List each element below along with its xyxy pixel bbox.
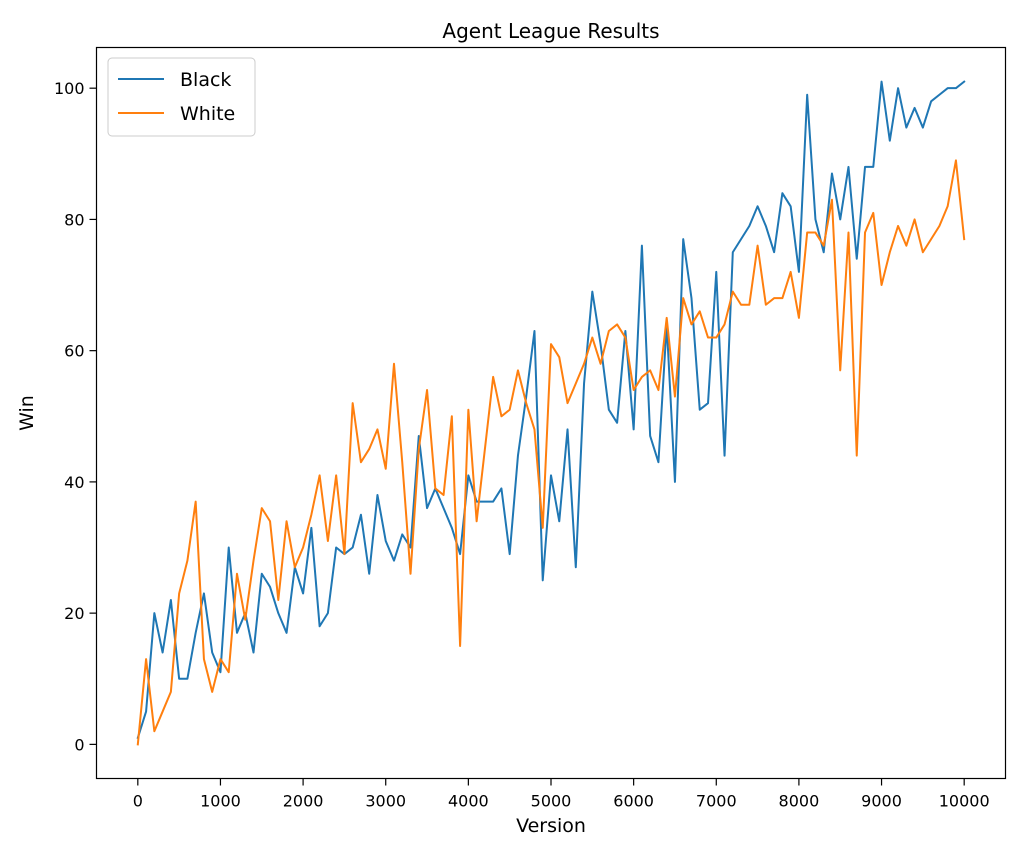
y-tick-label: 0 [74, 735, 84, 754]
x-axis-label: Version [516, 815, 586, 837]
y-tick-label: 100 [54, 79, 85, 98]
chart-title: Agent League Results [442, 19, 659, 43]
x-tick-label: 7000 [696, 792, 737, 811]
x-tick-label: 6000 [613, 792, 654, 811]
x-tick-label: 9000 [861, 792, 902, 811]
y-axis-label: Win [16, 395, 38, 431]
y-tick-label: 40 [64, 473, 84, 492]
x-tick-label: 5000 [531, 792, 572, 811]
x-axis-ticks: 0 1000 2000 3000 4000 5000 6000 7000 8000 9000 100… [133, 778, 990, 811]
x-tick-label: 10000 [939, 792, 990, 811]
y-tick-label: 60 [64, 342, 84, 361]
y-tick-label: 20 [64, 604, 84, 623]
x-tick-label: 4000 [448, 792, 489, 811]
legend-label-black: Black [180, 69, 231, 91]
legend-label-white: White [180, 103, 235, 125]
x-tick-label: 8000 [779, 792, 820, 811]
x-tick-label: 3000 [365, 792, 406, 811]
series-layer [136, 80, 966, 746]
x-tick-label: 2000 [283, 792, 324, 811]
legend-box [107, 57, 256, 137]
x-tick-label: 0 [133, 792, 143, 811]
x-tick-label: 1000 [200, 792, 241, 811]
y-axis-ticks: 0 20 40 60 80 100 [54, 79, 97, 754]
series-line-white [136, 159, 966, 746]
y-tick-label: 80 [64, 210, 84, 229]
legend: Black White [107, 57, 256, 137]
